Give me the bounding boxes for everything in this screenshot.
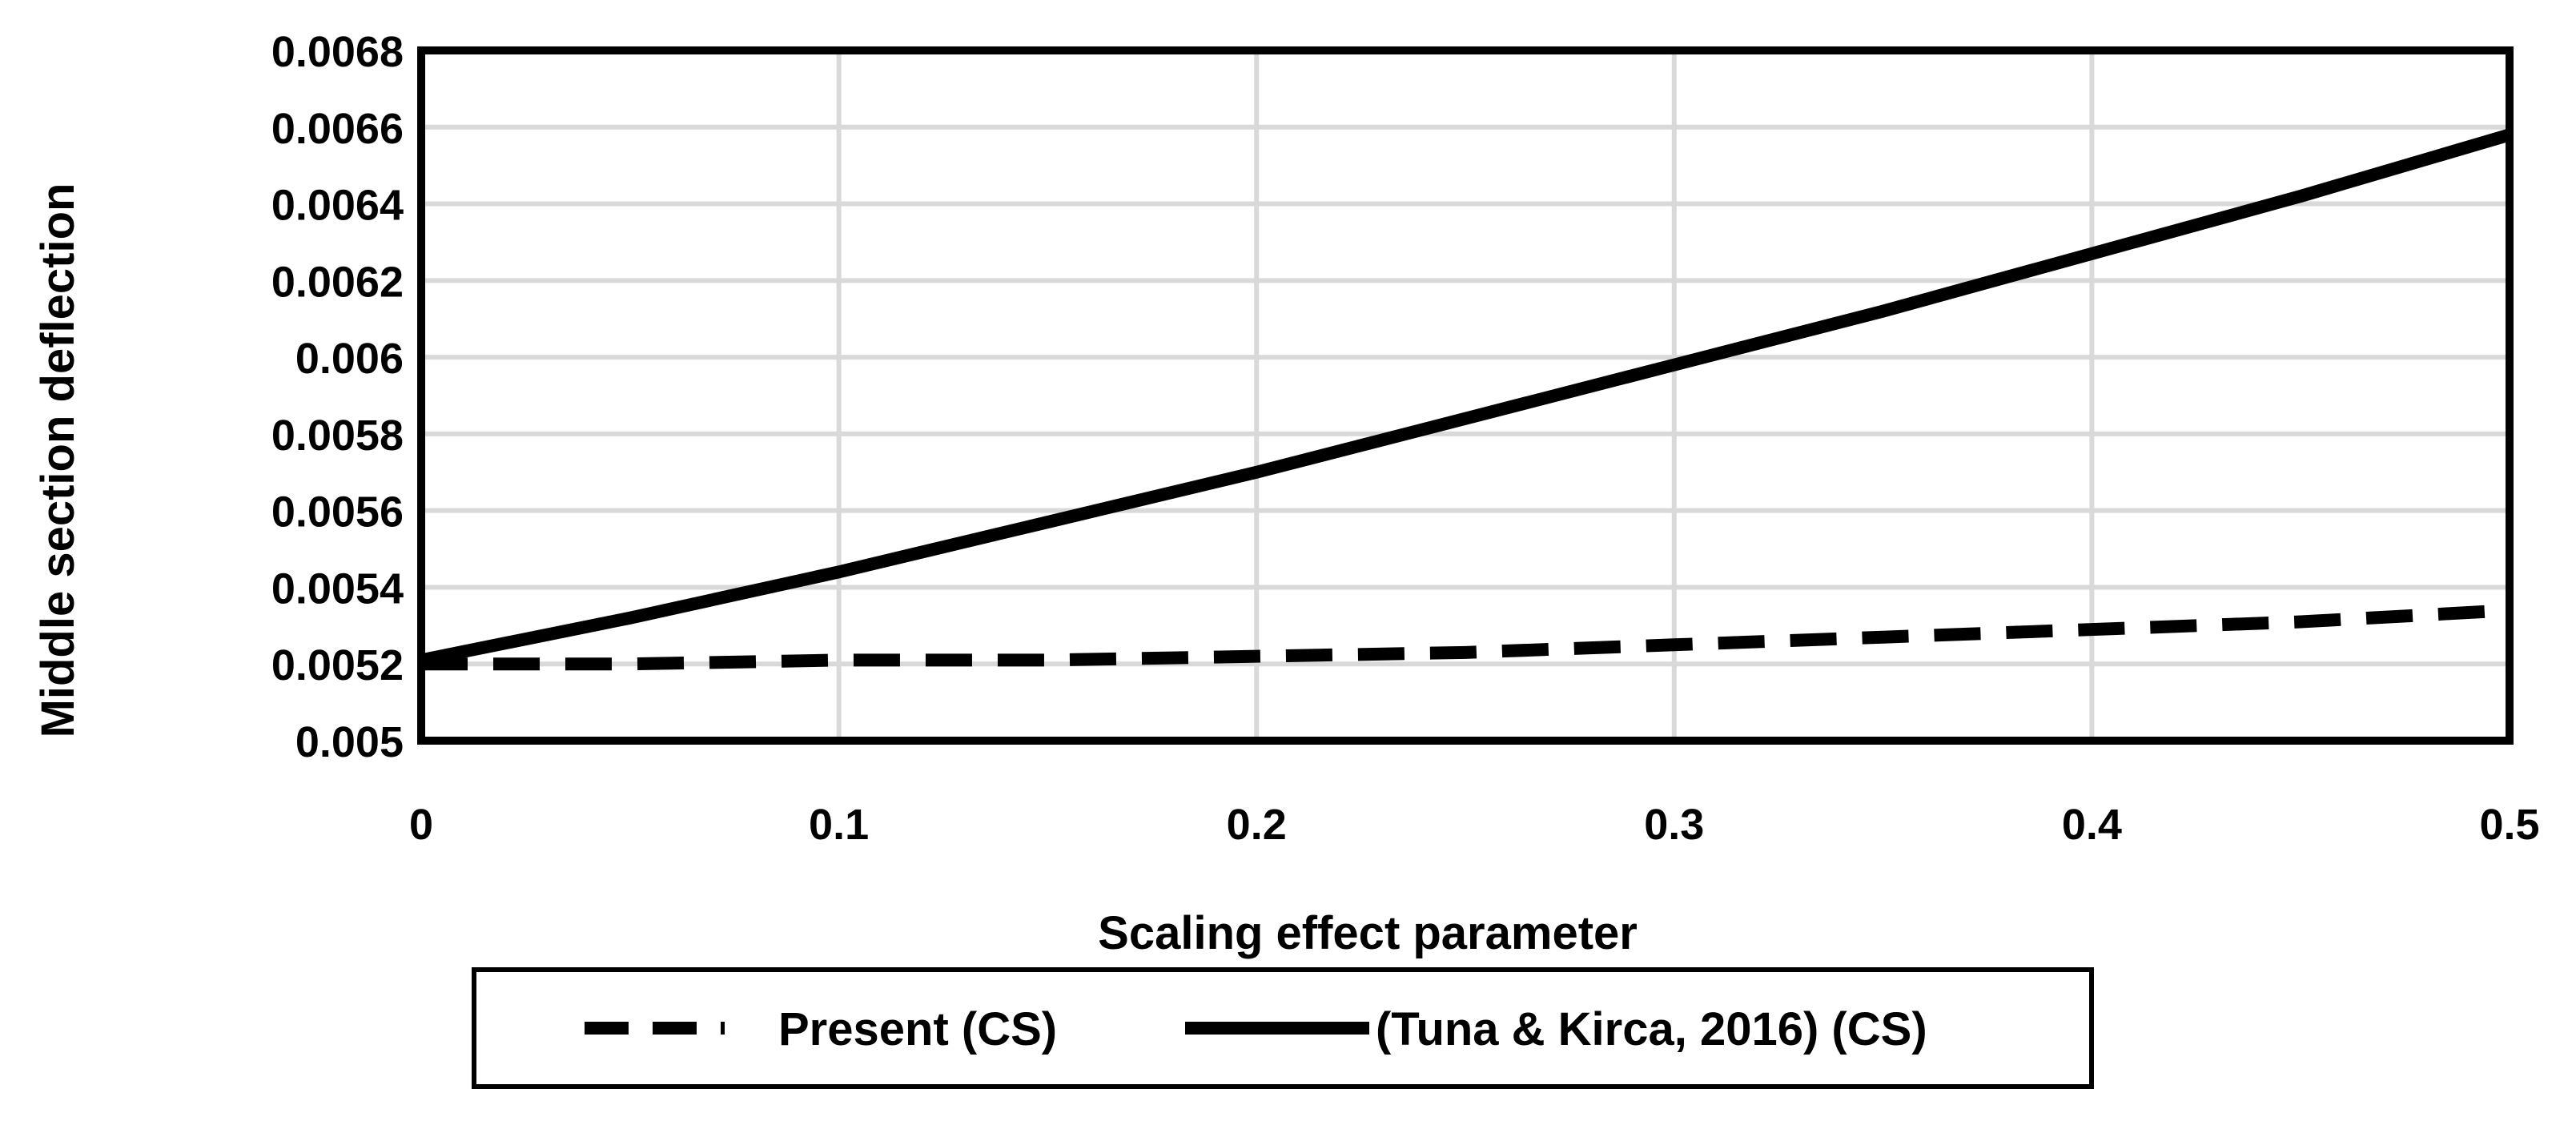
series-layer	[420, 128, 2512, 671]
y-axis-title: Middle section deflection	[32, 183, 84, 738]
legend-label-present: Present (CS)	[778, 1003, 1057, 1055]
y-tick-label: 0.0058	[271, 412, 404, 460]
y-tick-label: 0.0056	[271, 488, 404, 536]
y-tick-label: 0.0062	[271, 258, 404, 306]
y-tick-label: 0.0064	[271, 182, 404, 230]
legend-label-tuna-kirca: (Tuna & Kirca, 2016) (CS)	[1376, 1003, 1927, 1055]
x-tick-label: 0.1	[809, 801, 869, 849]
x-axis-tick-labels: 0 0.1 0.2 0.3 0.4 0.5	[409, 801, 2540, 849]
y-axis-tick-labels: 0.005 0.0052 0.0054 0.0056 0.0058 0.006 0.0062…	[271, 28, 404, 766]
y-tick-label: 0.006	[295, 335, 404, 383]
series-line-tuna-kirca	[420, 128, 2512, 667]
gridlines	[419, 48, 2512, 743]
y-tick-label: 0.0066	[271, 105, 404, 153]
x-tick-label: 0.4	[2062, 801, 2122, 849]
x-tick-label: 0	[409, 801, 433, 849]
x-tick-label: 0.5	[2479, 801, 2539, 849]
x-tick-label: 0.3	[1644, 801, 1704, 849]
y-tick-label: 0.0068	[271, 28, 404, 76]
series-line-present	[421, 604, 2510, 671]
y-tick-label: 0.0052	[271, 641, 404, 689]
x-axis-title: Scaling effect parameter	[1098, 907, 1638, 959]
plot-frame	[417, 46, 2514, 745]
y-tick-label: 0.0054	[271, 565, 404, 613]
y-tick-label: 0.005	[295, 718, 404, 766]
legend: Present (CS) (Tuna & Kirca, 2016) (CS)	[472, 967, 2094, 1089]
x-tick-label: 0.2	[1227, 801, 1287, 849]
